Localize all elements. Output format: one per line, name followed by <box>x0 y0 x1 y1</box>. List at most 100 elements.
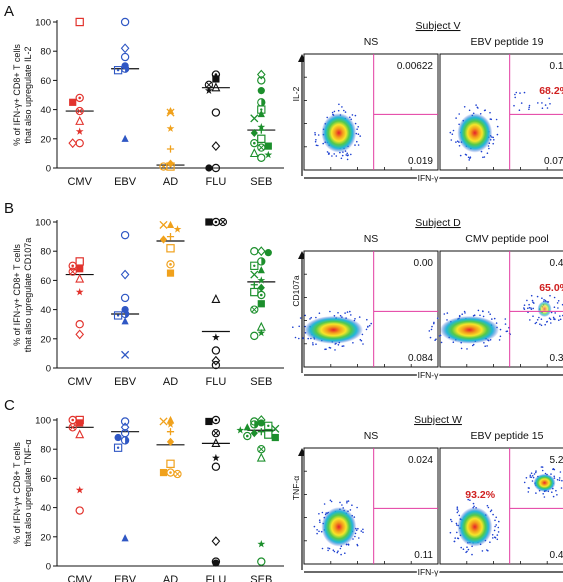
data-point-half <box>261 98 265 106</box>
flow-plot-frame <box>303 447 439 565</box>
flow-event-dot <box>492 136 495 139</box>
flow-event-dot <box>342 345 345 347</box>
flow-event-dot <box>548 97 550 100</box>
data-point <box>159 220 168 229</box>
data-point <box>264 249 272 257</box>
flow-event-dot <box>551 491 553 494</box>
flow-event-dot <box>346 311 349 313</box>
flow-event-dot <box>541 466 544 468</box>
flow-event-dot <box>346 158 349 161</box>
flow-event-dot <box>433 322 435 325</box>
panel-letter-b: B <box>4 200 14 217</box>
data-point <box>75 93 84 103</box>
flow-event-dot <box>323 503 326 505</box>
data-point <box>121 534 129 542</box>
x-tick-label: EBV <box>114 574 137 582</box>
quadrant-lower-right-value: 0.072 <box>544 156 563 167</box>
flow-event-dot <box>346 500 348 503</box>
x-tick-label: SEB <box>250 176 272 188</box>
flow-event-dot <box>350 153 352 156</box>
data-point <box>211 462 221 471</box>
data-point-dot <box>78 96 81 100</box>
data-point <box>256 452 266 462</box>
flow-event-dot <box>499 335 502 338</box>
flow-event-dot <box>428 330 431 332</box>
data-point <box>250 114 259 123</box>
x-tick-label: FLU <box>206 376 227 388</box>
y-axis-label-line1: % of IFN-γ+ CD8+ T cells <box>12 442 22 544</box>
flow-event-dot <box>304 314 307 317</box>
data-point <box>75 106 84 116</box>
flow-event-dot <box>325 348 327 351</box>
x-tick-label: CMV <box>67 376 92 388</box>
x-tick-label: AD <box>163 176 178 188</box>
data-point-x <box>220 219 226 225</box>
subject-label: Subject V <box>416 20 461 32</box>
x-tick-label: SEB <box>250 574 272 582</box>
flow-event-dot <box>531 475 534 477</box>
flow-event-dot <box>530 476 532 479</box>
flow-event-dot <box>343 109 345 112</box>
flow-event-dot <box>531 480 534 482</box>
flow-event-dot <box>456 511 459 514</box>
flow-event-dot <box>491 318 493 320</box>
flow-event-dot <box>318 513 320 515</box>
data-point <box>250 138 259 148</box>
flow-event-dot <box>525 477 528 479</box>
flow-event-dot <box>535 470 537 472</box>
data-point <box>257 109 265 118</box>
y-axis-label-line1: % of IFN-γ+ CD8+ T cells <box>12 44 22 146</box>
data-point <box>75 329 85 340</box>
data-point <box>166 420 175 428</box>
data-point <box>205 417 213 426</box>
flow-event-dot <box>464 312 466 314</box>
flow-event-dot <box>455 117 457 119</box>
data-point-dot <box>116 446 120 449</box>
flow-event-dot <box>496 125 499 128</box>
flow-event-dot <box>458 314 461 317</box>
flow-plot-frame <box>439 53 563 171</box>
data-point-x <box>69 424 76 431</box>
data-point <box>250 261 259 270</box>
flow-event-dot <box>337 109 340 112</box>
flow-event-dot <box>362 528 364 531</box>
data-point-dot <box>71 418 74 422</box>
data-point <box>68 267 77 276</box>
quadrant-lower-right-value: 0.31 <box>550 353 563 364</box>
flow-event-dot <box>486 504 489 507</box>
data-point <box>121 134 129 142</box>
flow-density-blob <box>457 113 493 153</box>
y-tick-label: 80 <box>40 247 51 258</box>
flow-density-blob <box>457 507 493 547</box>
flow-event-dot <box>344 312 346 314</box>
quadrant-upper-right-value: 0.00 <box>414 258 434 269</box>
flow-event-dot <box>354 318 356 320</box>
y-tick-label: 0 <box>46 164 51 175</box>
flow-event-dot <box>461 313 464 316</box>
flow-event-dot <box>466 348 468 350</box>
flow-event-dot <box>454 537 457 539</box>
y-axis-label-line2: that also upregulate IL-2 <box>23 46 33 143</box>
flow-density-blob <box>304 315 363 344</box>
flow-event-dot <box>455 522 458 525</box>
data-point-x <box>206 82 212 88</box>
flow-event-dot <box>333 153 336 155</box>
flow-event-dot <box>359 338 362 341</box>
flow-event-dot <box>541 102 543 104</box>
flow-event-dot <box>494 519 496 522</box>
data-point <box>250 429 258 438</box>
flow-event-dot <box>489 541 491 543</box>
flow-event-dot <box>351 114 354 116</box>
flow-event-dot <box>523 308 526 311</box>
data-point <box>264 430 273 439</box>
flow-event-dot <box>518 109 521 111</box>
flow-event-dot <box>349 310 351 313</box>
flow-event-dot <box>356 140 358 143</box>
flow-event-dot <box>327 547 329 549</box>
flow-event-dot <box>468 109 471 112</box>
flow-x-label: IFN-γ <box>418 567 440 577</box>
x-tick-label: EBV <box>114 176 137 188</box>
flow-event-dot <box>539 323 541 326</box>
data-point <box>159 417 168 426</box>
data-point <box>250 305 259 314</box>
